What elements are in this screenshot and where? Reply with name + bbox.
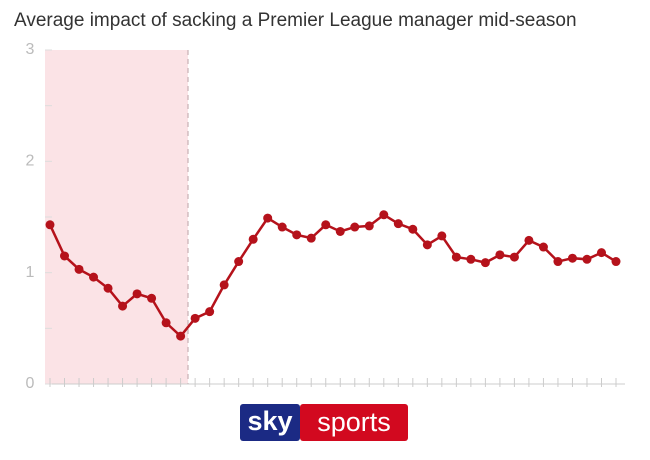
point xyxy=(60,251,70,261)
point xyxy=(437,231,447,241)
point xyxy=(611,257,621,267)
point xyxy=(538,242,548,252)
point xyxy=(379,210,389,220)
point xyxy=(582,254,592,264)
point xyxy=(393,219,403,229)
point xyxy=(103,283,113,293)
point xyxy=(350,222,360,232)
point xyxy=(205,307,215,317)
point xyxy=(147,293,157,303)
shaded-period xyxy=(45,50,188,384)
logo-sky: sky xyxy=(247,406,292,436)
point xyxy=(567,253,577,263)
point xyxy=(74,264,84,274)
y-tick-label: 0 xyxy=(26,375,35,392)
point xyxy=(234,257,244,267)
y-tick-label: 3 xyxy=(26,41,35,58)
point xyxy=(553,257,563,267)
y-tick-label: 2 xyxy=(26,153,35,170)
point xyxy=(408,224,418,234)
point xyxy=(422,240,432,250)
point xyxy=(277,222,287,232)
point xyxy=(89,272,99,282)
point xyxy=(364,221,374,231)
logo-sports: sports xyxy=(317,407,391,437)
point xyxy=(118,301,128,311)
line xyxy=(48,213,617,338)
point xyxy=(306,233,316,243)
point xyxy=(466,254,476,264)
point xyxy=(596,248,606,258)
point xyxy=(292,230,302,240)
logo-sports-box xyxy=(300,404,408,441)
point xyxy=(219,280,229,290)
point xyxy=(161,318,171,328)
logo: sky sports xyxy=(240,404,408,441)
point xyxy=(132,289,142,299)
point xyxy=(509,252,519,262)
point xyxy=(451,252,461,262)
y-tick-label: 1 xyxy=(26,264,35,281)
point xyxy=(248,234,258,244)
point xyxy=(480,258,490,268)
point xyxy=(45,220,55,230)
chart-title: Average impact of sacking a Premier Leag… xyxy=(14,10,577,31)
point xyxy=(524,235,534,245)
logo-sky-box xyxy=(240,404,300,441)
point xyxy=(263,213,273,223)
point xyxy=(190,313,200,323)
point xyxy=(321,220,331,230)
point xyxy=(495,250,505,260)
point xyxy=(176,331,186,341)
point xyxy=(335,226,345,236)
